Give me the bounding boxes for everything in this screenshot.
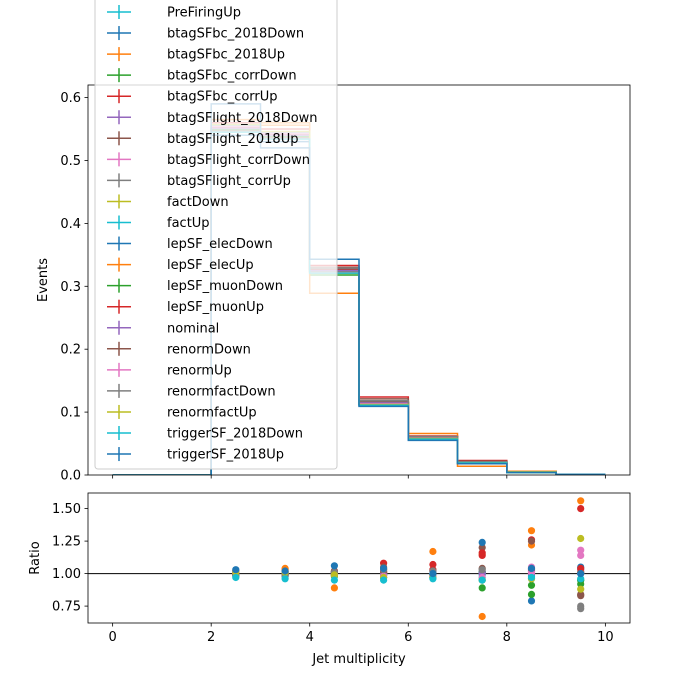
ratio-point-lepSF_muonUp [478,549,486,557]
ratio-point-triggerSF_2018Down [232,573,240,582]
ratio-point-btagSFlight_corrDown [577,546,585,554]
ratio-point-lepSF_elecUp [527,527,536,535]
legend-label: factDown [167,195,229,210]
legend-label: btagSFlight_2018Up [167,132,298,147]
ratio-point-triggerSF_2018Up [232,566,240,574]
legend-label: factUp [167,216,210,231]
legend-label: btagSFlight_corrDown [167,153,310,168]
main-axes-frame [87,84,631,476]
legend-label: btagSFbc_corrUp [167,90,278,105]
legend-label: nominal [167,321,219,336]
ratio-point-renormUp [577,551,585,560]
ratio-point-triggerSF_2018Down [527,573,536,582]
ratio-xtick-label: 6 [404,630,412,645]
ratio-xtick-label: 4 [306,630,314,645]
ratio-point-lepSF_elecUp [330,584,338,592]
legend-label: btagSFlight_corrUp [167,174,291,189]
ratio-ytick-label: 0.75 [52,600,81,615]
ratio-point-triggerSF_2018Up [527,564,536,573]
legend: PreFiringUp btagSFbc_2018Down btagSFbc_201… [94,0,338,470]
ratio-ytick-label: 1.50 [52,502,81,517]
legend-label: lepSF_muonUp [167,300,264,315]
ratio-panel: 0.75 1.00 1.25 1.50 0 2 4 6 8 10 Jet multiplicity R… [28,492,631,667]
ratio-point-btagSFbc_2018Down [527,597,536,605]
ratio-point-triggerSF_2018Up [281,567,289,575]
ratio-point-btagSFbc_corrDown [478,584,486,592]
main-ytick-label: 0.0 [60,469,81,484]
legend-label: lepSF_elecDown [167,237,273,252]
legend-label: btagSFlight_2018Down [167,111,318,126]
main-ytick-label: 0.4 [60,217,81,232]
main-ytick-label: 0.1 [60,406,81,421]
legend-label: triggerSF_2018Down [167,427,303,442]
legend-label: renormfactDown [167,384,276,399]
main-ytick-label: 0.2 [60,343,81,358]
legend-label: PreFiringUp [167,6,241,21]
ratio-point-btagSFlight_2018Up [478,544,486,552]
ratio-xtick-label: 10 [597,630,614,645]
ratio-xtick-label: 0 [108,630,116,645]
legend-label: renormDown [167,342,251,357]
ratio-point-triggerSF_2018Down [577,575,585,583]
ratio-point-triggerSF_2018Up [577,570,585,578]
ratio-point-triggerSF_2018Down [429,575,437,583]
ratio-point-factDown [577,534,585,543]
ratio-point-lepSF_muonUp [429,560,437,569]
ratio-point-renormfactUp [577,585,585,593]
ratio-point-btagSFbc_corrDown [527,590,536,599]
legend-label: renormfactUp [167,405,257,420]
ratio-point-btagSFbc_corrUp [577,505,585,513]
ratio-point-lepSF_elecUp [429,547,437,556]
ratio-xtick-label: 2 [207,630,215,645]
main-ytick-label: 0.5 [60,154,81,169]
ratio-point-renormDown [577,592,585,600]
ratio-ylabel: Ratio [28,541,43,574]
ratio-point-triggerSF_2018Up [429,570,437,578]
ratio-point-triggerSF_2018Down [478,576,486,584]
legend-box [94,0,338,470]
ratio-point-btagSFbc_2018Up [577,497,585,505]
ratio-point-triggerSF_2018Up [330,562,338,570]
ratio-xtick-label: 8 [503,630,511,645]
main-ytick-label: 0.3 [60,280,81,295]
ratio-point-triggerSF_2018Down [380,576,388,584]
ratio-ytick-label: 1.25 [52,535,81,550]
legend-label: btagSFbc_2018Down [167,27,304,42]
ratio-point-triggerSF_2018Down [330,576,338,584]
main-ylabel: Events [36,258,51,302]
ratio-point-triggerSF_2018Up [478,538,486,547]
ratio-point-lepSF_elecUp [478,612,486,621]
legend-label: triggerSF_2018Up [167,448,284,463]
legend-label: lepSF_elecUp [167,258,254,273]
ratio-point-renormfactDown [577,605,585,613]
ratio-ytick-label: 1.00 [52,567,81,582]
legend-label: btagSFbc_2018Up [167,48,285,63]
ratio-point-lepSF_muonUp [577,564,585,573]
ratio-point-btagSFlight_2018Up [527,537,536,545]
ratio-point-renormfactDown [478,566,486,574]
ratio-point-triggerSF_2018Up [380,564,388,573]
legend-label: renormUp [167,363,232,378]
ratio-xlabel: Jet multiplicity [311,652,406,667]
main-ytick-label: 0.6 [60,91,81,106]
ratio-point-renormfactUp [330,571,338,579]
ratio-points-group [88,497,630,621]
ratio-point-triggerSF_2018Down [281,575,289,583]
ratio-point-lepSF_muonDown [527,581,536,589]
legend-label: lepSF_muonDown [167,279,283,294]
legend-label: btagSFbc_corrDown [167,69,297,84]
ratio-axes-frame [87,492,631,624]
